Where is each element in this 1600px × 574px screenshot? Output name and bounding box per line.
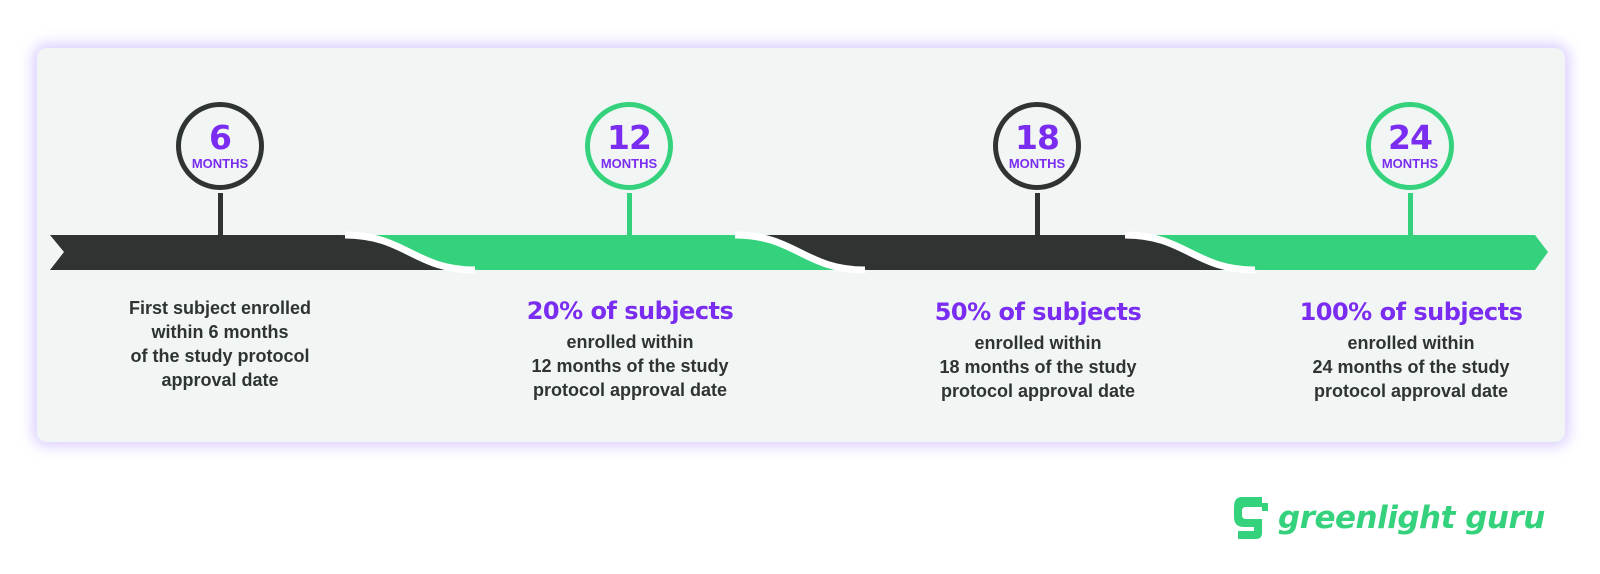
milestone-line: enrolled within <box>566 332 694 352</box>
milestone-line: 24 months of the study <box>1312 357 1510 377</box>
marker-number: 6 <box>209 117 232 157</box>
marker-stem-1 <box>218 193 223 236</box>
milestone-line: within 6 months <box>151 322 289 342</box>
ribbon-separator-3 <box>1124 231 1256 274</box>
milestone-line: approval date <box>161 370 279 390</box>
marker-number: 24 <box>1388 117 1433 157</box>
ribbon-separator-2 <box>734 231 866 274</box>
milestone-line: 18 months of the study <box>939 357 1137 377</box>
marker-unit: MONTHS <box>1008 155 1066 171</box>
milestone-headline: 100% of subjects <box>1299 298 1523 326</box>
milestone-18-months: 50% of subjects enrolled within 18 month… <box>908 297 1168 403</box>
marker-number: 18 <box>1015 117 1060 157</box>
marker-6-months: 6 MONTHS <box>176 102 264 190</box>
milestone-line: protocol approval date <box>940 381 1136 401</box>
milestone-line: protocol approval date <box>532 380 728 400</box>
milestone-line: First subject enrolled <box>128 298 312 318</box>
milestone-line: enrolled within <box>1347 333 1475 353</box>
marker-number: 12 <box>607 117 652 157</box>
marker-stem-2 <box>627 193 632 236</box>
greenlight-guru-logo: greenlight guru <box>1232 492 1545 544</box>
milestone-line: protocol approval date <box>1313 381 1509 401</box>
milestone-line: of the study protocol <box>130 346 310 366</box>
marker-stem-4 <box>1408 193 1413 236</box>
ribbon-segment-green-2 <box>1130 235 1548 270</box>
marker-24-months: 24 MONTHS <box>1366 102 1454 190</box>
ribbon-segment-green-1 <box>350 235 860 270</box>
milestone-24-months: 100% of subjects enrolled within 24 mont… <box>1281 297 1541 403</box>
marker-unit: MONTHS <box>191 155 249 171</box>
marker-12-months: 12 MONTHS <box>585 102 673 190</box>
milestone-headline: 20% of subjects <box>526 297 734 325</box>
ribbon-segment-dark-1 <box>50 235 470 270</box>
marker-unit: MONTHS <box>600 155 658 171</box>
ribbon-separator-1 <box>344 231 476 274</box>
ribbon-segment-dark-2 <box>740 235 1250 270</box>
marker-stem-3 <box>1035 193 1040 236</box>
milestone-12-months: 20% of subjects enrolled within 12 month… <box>500 296 760 402</box>
marker-unit: MONTHS <box>1381 155 1439 171</box>
logo-text: greenlight guru <box>1278 500 1545 536</box>
milestone-6-months: First subject enrolled within 6 months o… <box>90 296 350 392</box>
milestone-headline: 50% of subjects <box>934 298 1142 326</box>
greenlight-guru-g-icon <box>1234 497 1268 539</box>
milestone-line: enrolled within <box>974 333 1102 353</box>
milestone-line: 12 months of the study <box>531 356 729 376</box>
marker-18-months: 18 MONTHS <box>993 102 1081 190</box>
